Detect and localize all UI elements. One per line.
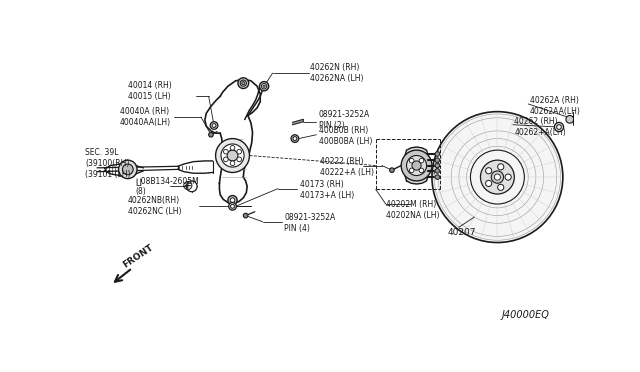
Circle shape [554,122,564,132]
Circle shape [259,81,269,91]
Circle shape [186,181,197,192]
Text: 40222 (RH)
40222+A (LH): 40222 (RH) 40222+A (LH) [320,157,374,177]
Circle shape [432,112,563,243]
Circle shape [242,81,245,85]
Circle shape [230,161,235,166]
Circle shape [291,135,299,142]
Text: 40202M (RH)
40202NA (LH): 40202M (RH) 40202NA (LH) [386,200,439,220]
Circle shape [492,171,504,183]
Circle shape [505,174,511,180]
Circle shape [498,184,504,190]
Circle shape [230,145,235,150]
Text: 40014 (RH)
40015 (LH): 40014 (RH) 40015 (LH) [128,81,172,101]
Circle shape [435,169,440,173]
Circle shape [263,85,265,87]
Circle shape [227,150,238,161]
Circle shape [390,168,394,173]
Circle shape [240,80,246,86]
Circle shape [228,202,236,210]
Circle shape [486,180,492,186]
Text: 400B0B (RH)
400B0BA (LH): 400B0B (RH) 400B0BA (LH) [319,126,372,146]
Text: 40262 (RH)
40262+A(LH): 40262 (RH) 40262+A(LH) [515,117,566,137]
Text: FRONT: FRONT [122,243,156,269]
Circle shape [223,150,228,154]
Circle shape [122,164,133,175]
Circle shape [410,168,414,173]
Circle shape [223,157,228,162]
Text: 40040A (RH)
40040AA(LH): 40040A (RH) 40040AA(LH) [120,107,172,127]
Circle shape [494,174,500,180]
Text: 40262A (RH)
40262AA(LH): 40262A (RH) 40262AA(LH) [530,96,580,116]
Circle shape [237,150,241,154]
Text: 40262N (RH)
40262NA (LH): 40262N (RH) 40262NA (LH) [310,63,364,83]
Circle shape [293,137,297,141]
Polygon shape [292,119,303,125]
Polygon shape [405,147,428,184]
Circle shape [221,144,244,167]
Circle shape [216,139,250,173]
Circle shape [435,158,440,163]
Circle shape [435,175,440,179]
Circle shape [419,168,424,173]
Circle shape [210,122,218,129]
Circle shape [435,152,440,156]
Circle shape [228,196,237,205]
Circle shape [419,158,424,163]
Circle shape [412,161,421,170]
Text: ⊕: ⊕ [181,179,193,193]
Text: 08921-3252A
PIN (4): 08921-3252A PIN (4) [284,213,335,233]
Circle shape [209,132,213,137]
Circle shape [481,160,515,194]
Circle shape [230,205,234,208]
Text: 40262NB(RH)
40262NC (LH): 40262NB(RH) 40262NC (LH) [128,196,181,216]
Circle shape [243,213,248,218]
Text: SEC. 39L
(39100(RH)
(39101 (LH): SEC. 39L (39100(RH) (39101 (LH) [86,148,131,179]
Circle shape [557,125,561,129]
Circle shape [261,84,267,89]
Circle shape [118,160,137,179]
Circle shape [406,155,426,176]
Circle shape [237,157,241,162]
Circle shape [566,115,573,123]
Text: 40173 (RH)
40173+A (LH): 40173 (RH) 40173+A (LH) [300,180,354,200]
Circle shape [486,168,492,174]
Circle shape [435,163,440,168]
Text: J40000EQ: J40000EQ [501,310,549,320]
Circle shape [230,198,235,202]
Circle shape [238,78,249,89]
Circle shape [212,124,216,128]
Circle shape [498,164,504,170]
Circle shape [401,150,432,181]
Text: 08921-3252A
PIN (2): 08921-3252A PIN (2) [319,110,370,130]
Text: 40207: 40207 [447,228,476,237]
Circle shape [410,158,414,163]
Text: ∐08B134-2605M
(8): ∐08B134-2605M (8) [136,176,199,196]
